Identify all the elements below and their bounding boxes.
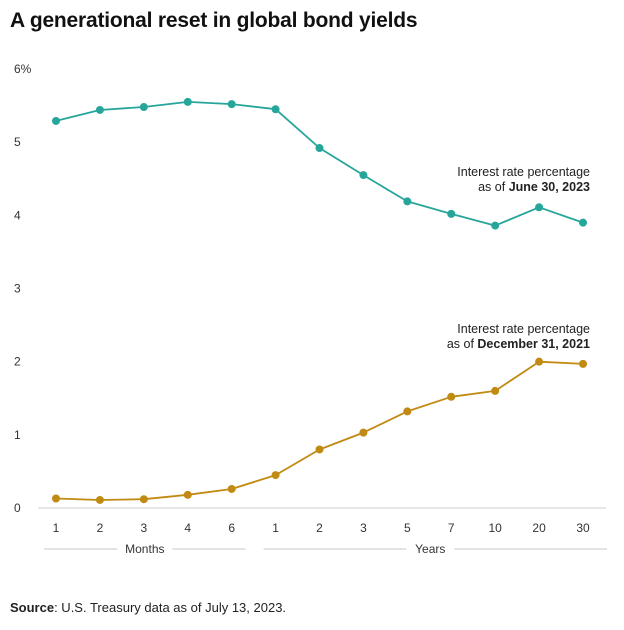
series-label-line1: Interest rate percentage: [457, 165, 590, 179]
series-label-line1: Interest rate percentage: [457, 322, 590, 336]
data-point: [52, 494, 60, 503]
data-point: [271, 105, 280, 114]
y-tick-label: 0: [14, 501, 21, 515]
y-tick-label: 6%: [14, 62, 32, 76]
data-point: [227, 484, 236, 493]
data-point: [315, 144, 324, 153]
data-point: [579, 218, 587, 227]
x-tick-label: 1: [53, 521, 60, 535]
data-point: [447, 392, 456, 401]
data-point: [52, 116, 60, 125]
series-label-date: December 31, 2021: [477, 337, 590, 351]
series-label-date: June 30, 2023: [509, 180, 590, 194]
series-label-line2: as of June 30, 2023: [478, 180, 590, 194]
data-point: [227, 100, 236, 109]
series-label-prefix: as of: [478, 180, 509, 194]
data-point: [95, 105, 104, 114]
x-tick-label: 1: [272, 521, 279, 535]
data-point: [139, 103, 148, 112]
y-tick-label: 4: [14, 208, 21, 222]
y-tick-label: 1: [14, 428, 21, 442]
x-axis-groups: Months Years: [44, 542, 607, 556]
chart-title: A generational reset in global bond yiel…: [10, 9, 418, 32]
data-point: [359, 428, 368, 437]
x-tick-label: 30: [576, 521, 590, 535]
y-tick-label: 2: [14, 355, 21, 369]
y-tick-label: 3: [14, 282, 21, 296]
data-point: [139, 495, 148, 504]
series-line-0: [55, 101, 584, 227]
data-point: [183, 97, 192, 106]
data-point: [579, 359, 587, 368]
series-layer: [52, 97, 587, 504]
x-tick-label: 5: [404, 521, 411, 535]
x-tick-label: 3: [140, 521, 147, 535]
data-point: [95, 495, 104, 504]
source-text: : U.S. Treasury data as of July 13, 2023…: [54, 600, 287, 615]
x-tick-label: 7: [448, 521, 455, 535]
data-point: [183, 490, 192, 499]
data-point: [403, 407, 412, 416]
y-tick-label: 5: [14, 135, 21, 149]
x-group-label: Months: [125, 542, 164, 556]
data-point: [535, 203, 544, 212]
x-tick-label: 20: [532, 521, 546, 535]
data-point: [535, 357, 544, 366]
source-label: Source: [10, 600, 55, 615]
x-axis-ticks: 1 2 3 4 6 1 2 3 5 7 10 20 30: [53, 521, 590, 535]
x-tick-label: 2: [97, 521, 104, 535]
data-point: [315, 445, 324, 454]
series-line-1: [55, 360, 584, 501]
line-chart: 0 1 2 3 4 5 6% 1 2 3 4 6 1 2 3 5 7 10 20 30 Months Years In…: [14, 62, 607, 556]
x-tick-label: 2: [316, 521, 323, 535]
data-point: [403, 197, 412, 206]
x-group-label: Years: [415, 542, 445, 556]
x-tick-label: 4: [184, 521, 191, 535]
source-note: Source: U.S. Treasury data as of July 13…: [10, 600, 286, 615]
y-axis-ticks: 0 1 2 3 4 5 6%: [14, 62, 32, 515]
data-point: [447, 209, 456, 218]
series-label-line2: as of December 31, 2021: [447, 337, 590, 351]
data-point: [491, 221, 500, 230]
series-label-prefix: as of: [447, 337, 478, 351]
data-point: [359, 171, 368, 180]
x-tick-label: 3: [360, 521, 367, 535]
x-tick-label: 6: [228, 521, 235, 535]
data-point: [491, 386, 500, 395]
x-tick-label: 10: [488, 521, 502, 535]
data-point: [271, 471, 280, 480]
